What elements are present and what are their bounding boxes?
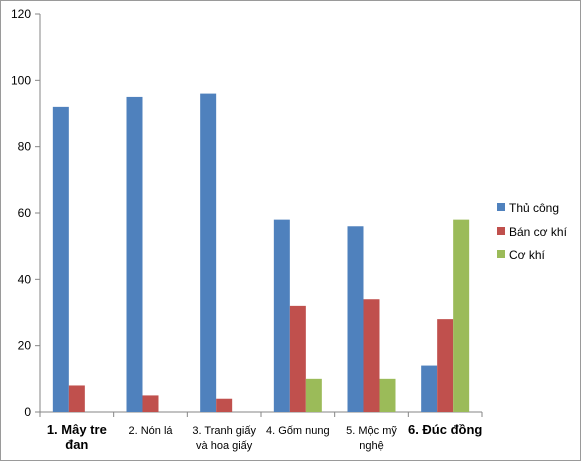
x-tick-label: và hoa giấy — [196, 440, 253, 452]
y-tick-label: 0 — [24, 405, 31, 419]
bar — [305, 378, 322, 412]
bar — [453, 219, 470, 412]
legend-label: Cơ khí — [509, 248, 546, 262]
chart-bars — [52, 93, 470, 413]
x-tick-label: đan — [65, 437, 88, 452]
bar — [379, 378, 396, 412]
bar — [437, 319, 454, 412]
bar — [363, 299, 380, 412]
x-tick-label: 3. Tranh giấy — [192, 425, 256, 437]
y-tick-label: 80 — [18, 140, 32, 154]
bar — [200, 93, 217, 412]
bar — [126, 96, 143, 413]
legend-swatch — [497, 250, 505, 258]
legend-swatch — [497, 203, 505, 211]
x-tick-label: 5. Mộc mỹ — [346, 425, 397, 437]
bar — [421, 365, 438, 412]
x-tick-label: 1. Mây tre — [47, 422, 107, 437]
chart-legend: Thủ công Bán cơ khí Cơ khí — [497, 201, 568, 262]
bar — [289, 305, 306, 412]
bar — [216, 398, 233, 412]
bar — [347, 226, 364, 412]
x-tick-label: 4. Gốm nung — [266, 425, 330, 437]
x-tick-label: 6. Đúc đồng — [408, 422, 482, 437]
y-tick-label: 120 — [11, 7, 31, 21]
x-tick-label: 2. Nón lá — [128, 425, 173, 437]
y-tick-label: 40 — [18, 272, 32, 286]
bar — [68, 385, 85, 412]
y-tick-label: 60 — [18, 206, 32, 220]
bar — [142, 395, 159, 412]
legend-swatch — [497, 227, 505, 235]
legend-label: Bán cơ khí — [509, 225, 568, 239]
x-tick-label: nghệ — [359, 440, 383, 452]
y-tick-label: 20 — [18, 339, 32, 353]
legend-label: Thủ công — [509, 201, 559, 215]
y-tick-label: 100 — [11, 73, 31, 87]
bar — [52, 106, 69, 412]
bar — [273, 219, 290, 412]
